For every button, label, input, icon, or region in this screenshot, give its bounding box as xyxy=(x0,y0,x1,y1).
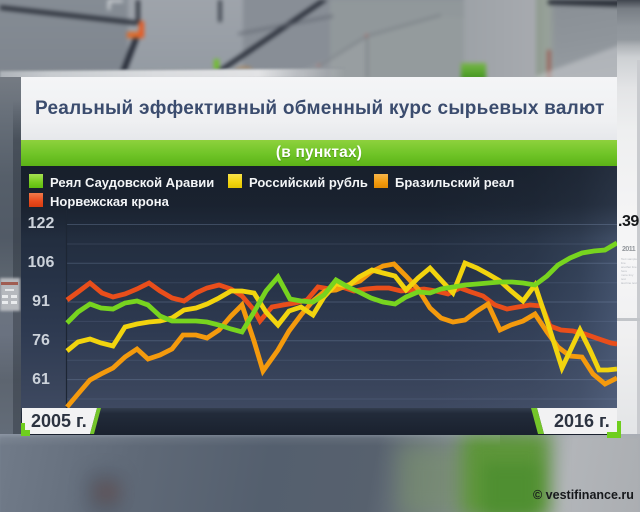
svg-text:2016 г.: 2016 г. xyxy=(554,411,610,431)
svg-text:2005 г.: 2005 г. xyxy=(31,411,87,431)
